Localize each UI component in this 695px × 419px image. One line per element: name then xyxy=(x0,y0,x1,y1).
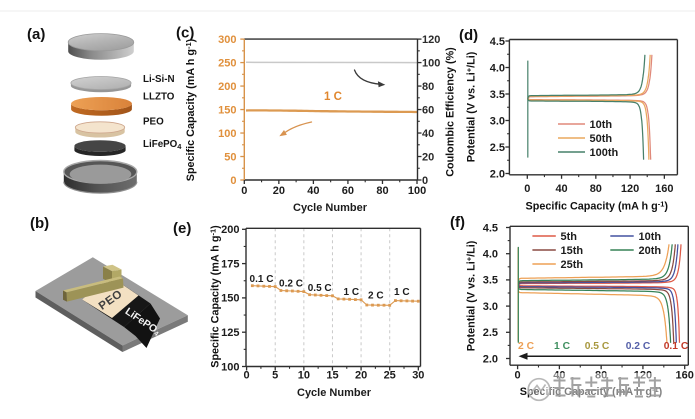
svg-text:2.0: 2.0 xyxy=(490,168,505,180)
svg-text:100: 100 xyxy=(422,57,440,69)
svg-text:0: 0 xyxy=(241,185,247,197)
svg-text:(f): (f) xyxy=(450,214,465,231)
svg-text:50th: 50th xyxy=(590,133,613,145)
svg-text:Specific Capacity (mA h g-1): Specific Capacity (mA h g-1) xyxy=(526,200,669,213)
svg-text:4.0: 4.0 xyxy=(483,249,498,261)
svg-text:0.5 C: 0.5 C xyxy=(585,341,610,352)
svg-text:25: 25 xyxy=(384,370,396,382)
svg-text:80: 80 xyxy=(422,81,434,93)
svg-text:40: 40 xyxy=(553,370,565,382)
svg-text:20: 20 xyxy=(273,185,285,197)
svg-text:Cycle Number: Cycle Number xyxy=(293,202,368,214)
svg-text:Specific Capacity (mA h g-1): Specific Capacity (mA h g-1) xyxy=(184,38,197,181)
svg-text:200: 200 xyxy=(221,224,239,236)
svg-text:80: 80 xyxy=(595,370,607,382)
svg-text:100: 100 xyxy=(221,361,239,373)
svg-text:(c): (c) xyxy=(176,25,194,42)
svg-text:(d): (d) xyxy=(459,27,478,44)
svg-text:0: 0 xyxy=(244,370,250,382)
svg-text:100th: 100th xyxy=(590,147,619,159)
svg-text:15th: 15th xyxy=(561,245,584,257)
svg-text:4.5: 4.5 xyxy=(483,222,498,234)
svg-text:0: 0 xyxy=(515,370,521,382)
svg-text:80: 80 xyxy=(376,185,388,197)
svg-text:160: 160 xyxy=(676,370,694,382)
svg-text:Specific Capacity (mA h g-1): Specific Capacity (mA h g-1) xyxy=(209,225,222,368)
svg-text:0.2 C: 0.2 C xyxy=(626,341,651,352)
svg-text:2 C: 2 C xyxy=(518,341,535,352)
svg-text:60: 60 xyxy=(342,185,354,197)
svg-text:3.5: 3.5 xyxy=(490,89,505,101)
svg-text:Coulombic Efficiency (%): Coulombic Efficiency (%) xyxy=(445,47,457,177)
svg-text:40: 40 xyxy=(307,185,319,197)
svg-text:2.5: 2.5 xyxy=(483,327,498,339)
svg-text:20: 20 xyxy=(422,151,434,163)
svg-text:150: 150 xyxy=(218,104,236,116)
svg-text:120: 120 xyxy=(422,34,440,46)
svg-text:2 C: 2 C xyxy=(368,291,384,302)
svg-text:5: 5 xyxy=(272,370,278,382)
svg-text:LLZTO: LLZTO xyxy=(143,92,175,103)
svg-text:3.5: 3.5 xyxy=(483,275,498,287)
svg-text:25th: 25th xyxy=(561,259,584,271)
svg-text:3.0: 3.0 xyxy=(483,301,498,313)
svg-text:175: 175 xyxy=(221,258,239,270)
svg-text:300: 300 xyxy=(218,34,236,46)
svg-text:150: 150 xyxy=(221,293,239,305)
svg-text:40: 40 xyxy=(555,183,567,195)
svg-text:100: 100 xyxy=(218,128,236,140)
svg-text:60: 60 xyxy=(422,104,434,116)
svg-text:1 C: 1 C xyxy=(344,287,360,298)
svg-text:4.0: 4.0 xyxy=(490,62,505,74)
svg-text:Potential (V vs. Li+/Li): Potential (V vs. Li+/Li) xyxy=(465,51,478,162)
svg-text:0.5 C: 0.5 C xyxy=(308,283,332,294)
svg-text:250: 250 xyxy=(218,57,236,69)
svg-text:1 C: 1 C xyxy=(324,91,342,103)
svg-text:5th: 5th xyxy=(561,231,578,243)
svg-text:40: 40 xyxy=(422,128,434,140)
svg-text:100: 100 xyxy=(408,185,426,197)
svg-text:160: 160 xyxy=(655,183,673,195)
svg-text:1 C: 1 C xyxy=(394,287,410,298)
svg-text:2.0: 2.0 xyxy=(483,353,498,365)
svg-text:0.1 C: 0.1 C xyxy=(250,274,274,285)
svg-text:200: 200 xyxy=(218,81,236,93)
svg-text:50: 50 xyxy=(224,151,236,163)
svg-text:Li-Si-N: Li-Si-N xyxy=(143,74,175,85)
svg-text:10th: 10th xyxy=(639,231,662,243)
svg-text:Cycle Number: Cycle Number xyxy=(297,387,372,399)
svg-text:2.5: 2.5 xyxy=(490,142,505,154)
svg-text:0.1 C: 0.1 C xyxy=(664,341,689,352)
svg-text:(a): (a) xyxy=(27,26,45,43)
svg-text:0: 0 xyxy=(524,183,530,195)
svg-text:20: 20 xyxy=(355,370,367,382)
svg-text:4.5: 4.5 xyxy=(490,36,505,48)
svg-text:0: 0 xyxy=(422,175,428,187)
svg-text:LiFePO4: LiFePO4 xyxy=(143,139,182,151)
svg-text:Potential (V vs. Li+/Li): Potential (V vs. Li+/Li) xyxy=(465,240,478,351)
svg-text:80: 80 xyxy=(590,183,602,195)
svg-text:120: 120 xyxy=(621,183,639,195)
svg-text:(b): (b) xyxy=(30,215,49,232)
svg-text:10: 10 xyxy=(298,370,310,382)
svg-text:(e): (e) xyxy=(173,220,191,237)
svg-text:0: 0 xyxy=(230,175,236,187)
svg-text:1 C: 1 C xyxy=(554,341,571,352)
svg-text:20th: 20th xyxy=(639,245,662,257)
svg-text:0.2 C: 0.2 C xyxy=(279,279,303,290)
svg-text:10th: 10th xyxy=(590,119,613,131)
svg-text:30: 30 xyxy=(412,370,424,382)
svg-text:PEO: PEO xyxy=(143,117,164,128)
svg-text:15: 15 xyxy=(326,370,338,382)
svg-text:125: 125 xyxy=(221,327,239,339)
svg-text:3.0: 3.0 xyxy=(490,115,505,127)
